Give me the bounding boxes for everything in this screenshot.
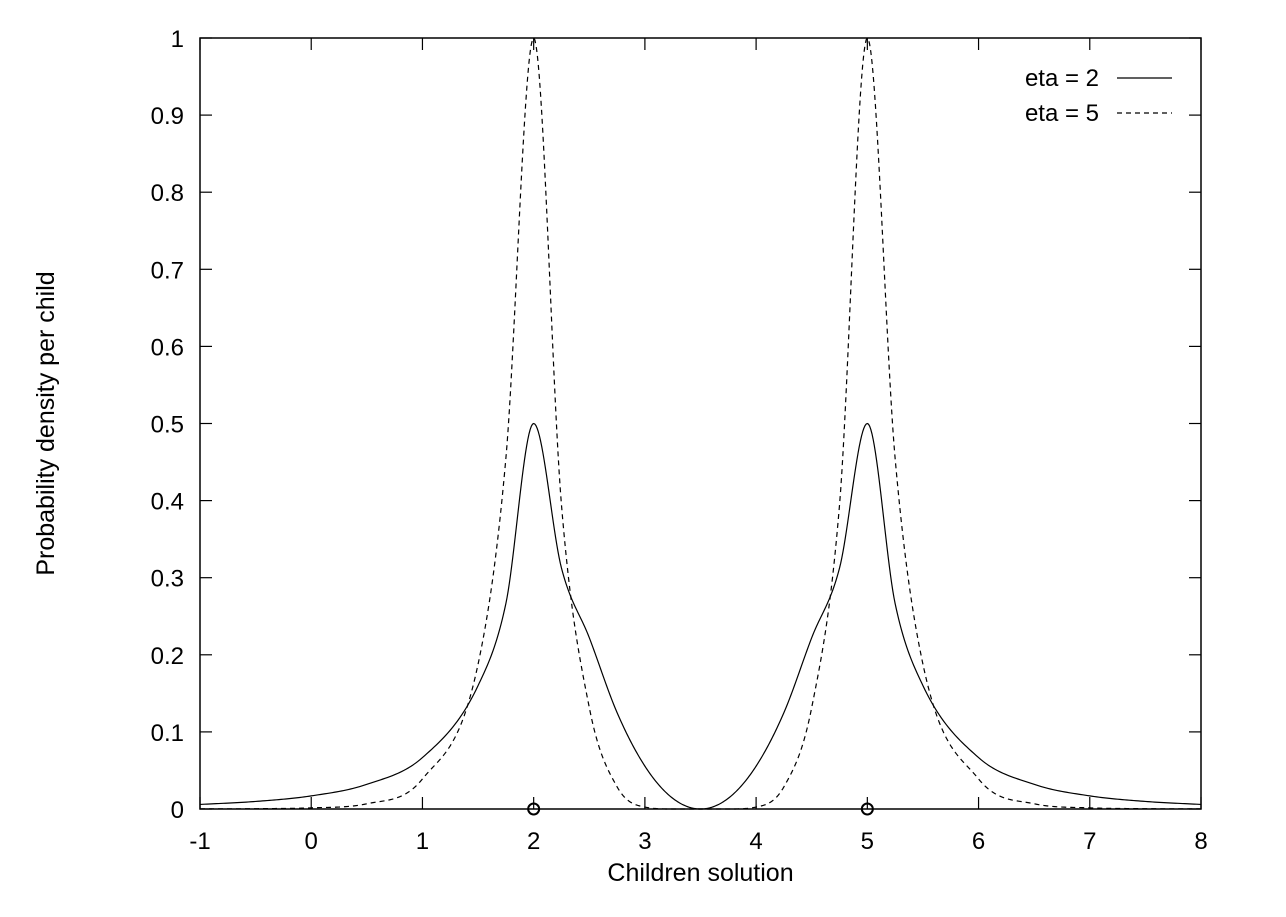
x-tick-label: 8 xyxy=(1194,828,1207,855)
y-tick-label: 0.9 xyxy=(151,103,184,130)
y-tick-label: 0.7 xyxy=(151,257,184,284)
y-tick-label: 0.1 xyxy=(151,720,184,747)
legend-label-eta-2: eta = 2 xyxy=(1025,65,1099,92)
series-line-eta-5 xyxy=(199,37,1202,810)
y-tick-label: 1 xyxy=(171,26,184,53)
x-tick-label: 0 xyxy=(305,828,318,855)
y-tick-label: 0 xyxy=(171,797,184,824)
x-tick-label: 4 xyxy=(749,828,762,855)
plot-frame xyxy=(199,37,1202,810)
x-tick-label: 1 xyxy=(416,828,429,855)
y-tick-label: 0.5 xyxy=(151,412,184,439)
series-line-eta-2 xyxy=(199,422,1202,810)
x-tick-label: -1 xyxy=(189,828,210,855)
y-tick-label: 0.3 xyxy=(151,566,184,593)
x-tick-label: 3 xyxy=(638,828,651,855)
x-tick-label: 6 xyxy=(972,828,985,855)
legend: eta = 2 eta = 5 xyxy=(1025,65,1172,127)
x-tick-label: 5 xyxy=(861,828,874,855)
y-tick-label: 0.4 xyxy=(151,489,184,516)
y-axis-label: Probability density per child xyxy=(32,271,60,575)
legend-label-eta-5: eta = 5 xyxy=(1025,100,1099,127)
series-lines xyxy=(199,37,1202,810)
axis-ticks xyxy=(199,37,1202,810)
tick-labels: -1 0 1 2 3 4 5 6 7 800.10.20.30.40.50.60.70.80.91 xyxy=(151,26,1208,855)
y-tick-label: 0.2 xyxy=(151,643,184,670)
x-tick-label: 2 xyxy=(527,828,540,855)
x-tick-label: 7 xyxy=(1083,828,1096,855)
y-tick-label: 0.8 xyxy=(151,180,184,207)
y-tick-label: 0.6 xyxy=(151,334,184,361)
x-axis-label: Children solution xyxy=(607,859,793,887)
